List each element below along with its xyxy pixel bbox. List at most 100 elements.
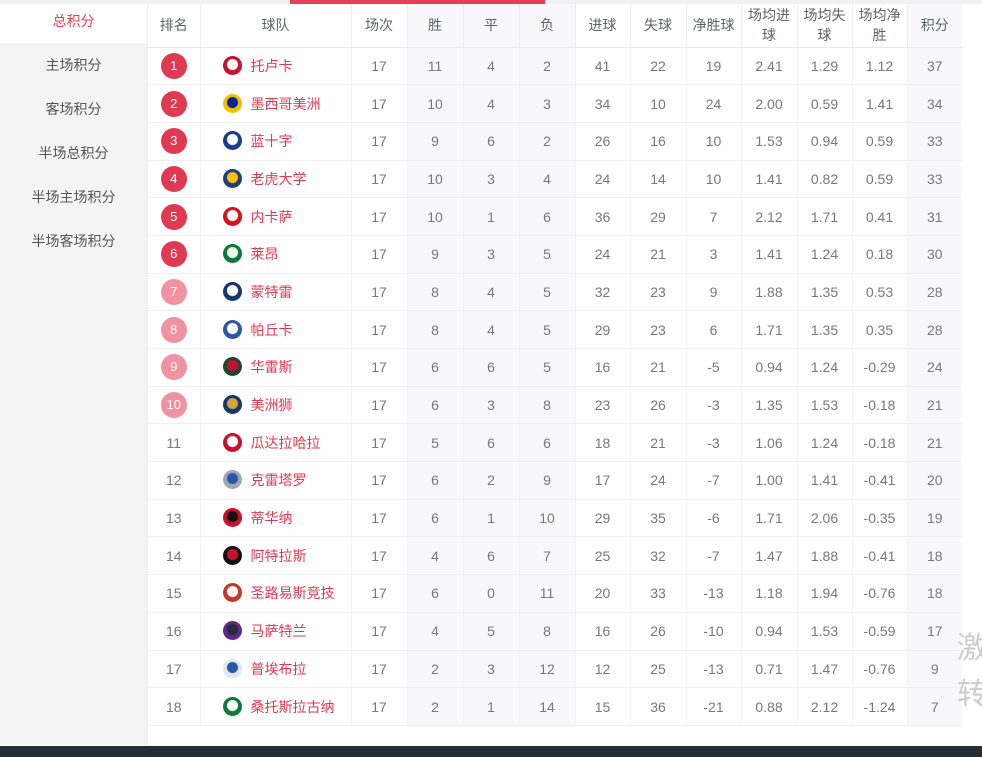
team-name-link[interactable]: 蒙特雷 [250,283,293,300]
stat-cell: 4 [518,160,575,199]
team-name-link[interactable]: 桑托斯拉古纳 [250,698,335,715]
team-name-link[interactable]: 老虎大学 [250,170,307,187]
team-name-link[interactable]: 马萨特兰 [250,623,307,640]
stat-cell: 4 [462,47,519,86]
stat-cell: 1.88 [796,536,852,576]
stat-cell: 32 [574,273,630,312]
team-cell: 帕丘卡 [199,310,351,349]
stat-cell: -1.24 [851,687,907,726]
stat-cell: 2.12 [740,197,797,236]
stat-cell: 1.41 [796,461,852,500]
table-row: 17 普埃布拉 17 2 3 12 12 25 -13 0.71 1.47 -0.76 9 [148,650,962,689]
column-header: 积分 [906,4,962,48]
stat-cell: 33 [906,122,962,161]
sidebar-item-total-points[interactable]: 总积分 [0,4,147,43]
team-name-link[interactable]: 瓜达拉哈拉 [250,434,321,451]
stat-cell: 18 [906,574,962,613]
stat-cell: 10 [518,499,575,538]
stat-cell: 21 [906,386,962,425]
rank-cell: 12 [148,461,200,500]
stat-cell: 25 [629,650,686,689]
sidebar-item-halftime-total-points[interactable]: 半场总积分 [38,145,109,161]
stat-cell: 17 [350,84,407,123]
rank-badge: 1 [160,52,187,79]
rank-cell: 2 [148,84,200,123]
rank-cell: 14 [148,536,200,576]
team-name-link[interactable]: 圣路易斯竞技 [250,585,335,602]
stat-cell: 17 [350,612,407,651]
team-cell: 托卢卡 [199,47,351,86]
stat-cell: 36 [629,687,686,726]
stat-cell: -0.35 [851,499,907,538]
rank-cell: 15 [148,574,200,613]
table-row: 13 蒂华纳 17 6 1 10 29 35 -6 1.71 2.06 -0.35 19 [148,499,962,538]
stat-cell: 29 [574,499,630,538]
team-cell: 内卡萨 [199,197,351,236]
sidebar-item-halftime-home-points[interactable]: 半场主场积分 [31,189,116,205]
stat-cell: 17 [350,160,407,199]
stat-cell: 20 [906,461,962,500]
team-name-link[interactable]: 普埃布拉 [250,660,307,677]
stat-cell: 1.12 [851,47,907,86]
team-name-link[interactable]: 美洲狮 [250,397,293,414]
stat-cell: 0.88 [740,687,797,726]
team-name-link[interactable]: 莱昂 [250,246,279,263]
rank-cell: 16 [148,612,200,651]
stat-cell: 17 [350,499,407,538]
team-name-link[interactable]: 墨西哥美洲 [250,95,321,112]
stat-cell: 1.47 [740,536,797,576]
stat-cell: 1.71 [796,197,852,236]
stat-cell: 21 [629,423,686,463]
stat-cell: -10 [685,612,741,651]
team-name-link[interactable]: 阿特拉斯 [250,547,307,564]
stat-cell: 1.53 [796,386,852,425]
column-header: 场均净胜 [851,4,907,48]
stat-cell: 0.59 [796,84,852,123]
stat-cell: 9 [406,235,463,274]
stat-cell: 6 [462,536,519,576]
rank-cell: 9 [148,348,200,387]
stat-cell: 3 [462,160,519,199]
stat-cell: 6 [462,348,519,387]
stat-cell: 17 [350,461,407,500]
team-cell: 马萨特兰 [199,612,351,651]
stat-cell: 12 [518,650,575,689]
stat-cell: -3 [685,386,741,425]
stat-cell: 17 [350,386,407,425]
sidebar-item-halftime-away-points[interactable]: 半场客场积分 [31,233,116,249]
stat-cell: 29 [574,310,630,349]
stat-cell: 8 [406,310,463,349]
rank-cell: 7 [148,273,200,312]
team-name-link[interactable]: 内卡萨 [250,208,293,225]
team-logo-icon [222,281,242,301]
sidebar-item-home-points[interactable]: 主场积分 [45,57,102,73]
team-cell: 蒂华纳 [199,499,351,538]
team-name-link[interactable]: 蒂华纳 [250,510,293,527]
stat-cell: 0.94 [740,348,797,387]
stat-cell: 19 [906,499,962,538]
stat-cell: 1 [462,687,519,726]
team-name-link[interactable]: 帕丘卡 [250,321,293,338]
table-row: 1 托卢卡 17 11 4 2 41 22 19 2.41 1.29 1.12 37 [148,47,962,86]
stat-cell: 0.59 [851,122,907,161]
stat-cell: 1.24 [796,423,852,463]
team-name-link[interactable]: 蓝十字 [250,133,293,150]
stat-cell: 0 [462,574,519,613]
stat-cell: 11 [518,574,575,613]
team-name-link[interactable]: 克雷塔罗 [250,472,307,489]
stat-cell: 1.71 [740,310,797,349]
stat-cell: 11 [406,47,463,86]
standings-table: 排名 球队 场次胜平负进球 失球 净胜球 场均进球 场均失球 场均净胜 积分 1 托卢卡 17 11 4… [148,4,962,726]
column-header: 球队 [199,4,351,48]
stat-cell: 1.24 [796,348,852,387]
stat-cell: 23 [574,386,630,425]
stat-cell: 2.00 [740,84,797,123]
team-name-link[interactable]: 华雷斯 [250,359,293,376]
table-row: 18 桑托斯拉古纳 17 2 1 14 15 36 -21 0.88 2.12 -1.24 7 [148,687,962,726]
stat-cell: 8 [518,612,575,651]
stat-cell: 1.53 [796,612,852,651]
table-row: 16 马萨特兰 17 4 5 8 16 26 -10 0.94 1.53 -0.59 17 [148,612,962,651]
sidebar-item-away-points[interactable]: 客场积分 [45,101,102,117]
table-row: 10 美洲狮 17 6 3 8 23 26 -3 1.35 1.53 -0.18 21 [148,386,962,425]
team-name-link[interactable]: 托卢卡 [250,57,293,74]
